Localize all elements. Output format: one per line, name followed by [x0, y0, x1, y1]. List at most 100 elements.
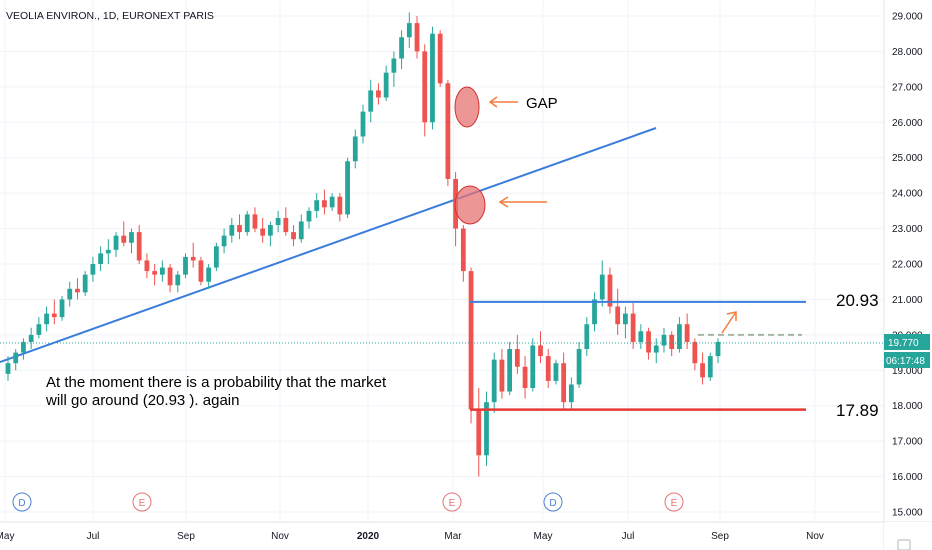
time-tick-label: May: [534, 531, 553, 542]
last-price-value: 19.770: [888, 338, 919, 349]
candle-body: [460, 228, 466, 272]
trendline-layer: [0, 127, 657, 363]
candle-body: [468, 271, 474, 410]
earnings-marker[interactable]: E: [132, 492, 152, 512]
price-tick-label: 22.000: [892, 260, 923, 271]
lower-arrow-head: [498, 196, 509, 208]
candle-body: [514, 349, 520, 367]
candle-body: [646, 331, 651, 353]
candle-body: [183, 256, 188, 275]
earnings-marker[interactable]: E: [664, 492, 684, 512]
candle-body: [530, 345, 536, 388]
event-marker-letter: E: [671, 498, 678, 509]
candle-body: [105, 249, 111, 254]
candle-body: [59, 299, 65, 318]
candle-body: [692, 341, 698, 364]
event-marker-circle: [442, 492, 462, 512]
candle-body: [553, 363, 559, 381]
gap-circle-upper: [454, 86, 480, 128]
candle-body: [700, 363, 705, 378]
event-marker-circle: [132, 492, 152, 512]
gap-arrow-head: [488, 96, 498, 108]
trendline: [0, 127, 657, 363]
candle-body: [491, 359, 497, 403]
candle-body: [121, 235, 127, 243]
candle-body: [376, 90, 381, 98]
candle-body: [406, 23, 412, 38]
time-tick-label: Nov: [806, 531, 824, 542]
time-axis[interactable]: May Jul Sep Nov 2020 Mar May Jul Sep Nov: [0, 521, 932, 550]
note-line-2: will go around (20.93 ). again: [45, 392, 239, 409]
candle-body: [630, 313, 636, 342]
candle-body: [221, 235, 227, 247]
candle-body: [136, 232, 142, 261]
countdown-value: 06:17:48: [886, 356, 925, 367]
candle-body: [568, 384, 574, 403]
candle-body: [399, 37, 404, 59]
candle-body: [198, 260, 204, 282]
candle-body: [653, 345, 659, 353]
price-tick-label: 29.000: [892, 12, 923, 23]
price-axis[interactable]: 29.000 28.000 27.000 26.000 25.000 24.000 23.0…: [883, 0, 930, 550]
candle-body: [113, 235, 119, 250]
candle-body: [352, 136, 358, 162]
symbol-header: VEOLIA ENVIRON., 1D, EURONEXT PARIS: [6, 10, 214, 22]
candle-body: [661, 334, 667, 346]
candle-body: [275, 217, 281, 226]
time-tick-label: Jul: [622, 531, 635, 542]
projection-arrow-shaft: [721, 311, 737, 334]
candle-body: [244, 214, 250, 233]
candle-body: [383, 72, 389, 98]
candle-body: [669, 334, 675, 350]
price-tick-label: 27.000: [892, 82, 923, 93]
candle-body: [129, 232, 134, 243]
note-line-1: At the moment there is a probability tha…: [46, 374, 387, 391]
candle-body: [283, 217, 289, 233]
event-marker-circle: [664, 492, 684, 512]
candle-body: [152, 271, 158, 275]
event-marker-circle: [12, 492, 32, 512]
time-tick-label: Sep: [711, 531, 729, 542]
dividend-marker[interactable]: D: [12, 492, 32, 512]
candle-body: [237, 225, 242, 233]
price-tick-label: 23.000: [892, 224, 923, 235]
candle-body: [345, 161, 350, 215]
settings-icon[interactable]: [897, 539, 911, 550]
candle-body: [368, 90, 374, 112]
candle-body: [484, 402, 489, 456]
candle-body: [44, 313, 49, 325]
candle-body: [51, 313, 57, 318]
candle-body: [190, 256, 196, 261]
candle-body: [476, 409, 482, 456]
candle-body: [538, 345, 543, 357]
candle-body: [5, 363, 11, 374]
candle-body: [545, 356, 551, 381]
candle-body: [360, 111, 366, 137]
candle-body: [28, 334, 34, 342]
candle-body: [213, 246, 219, 268]
candle-body: [576, 349, 582, 385]
candle-body: [430, 33, 435, 123]
time-tick-label: Jul: [87, 531, 100, 542]
candle-body: [314, 200, 320, 211]
candle-body: [707, 356, 713, 378]
event-marker-letter: E: [449, 498, 456, 509]
price-tick-label: 25.000: [892, 153, 923, 164]
candle-body: [167, 267, 173, 286]
time-tick-label: Nov: [271, 531, 289, 542]
candle-body: [252, 214, 258, 229]
candle-body: [206, 267, 212, 282]
candle-body: [414, 23, 420, 52]
price-tick-label: 15.000: [892, 508, 923, 519]
projection-arrow-head: [726, 311, 737, 321]
candle-body: [638, 331, 644, 342]
candle-body: [615, 306, 621, 325]
candle-body: [622, 313, 628, 325]
earnings-marker[interactable]: E: [442, 492, 462, 512]
gap-circle-lower: [454, 185, 486, 225]
dividend-marker[interactable]: D: [543, 492, 563, 512]
candle-body: [267, 225, 273, 236]
time-tick-label: Sep: [177, 531, 195, 542]
event-marker-letter: D: [18, 498, 25, 509]
